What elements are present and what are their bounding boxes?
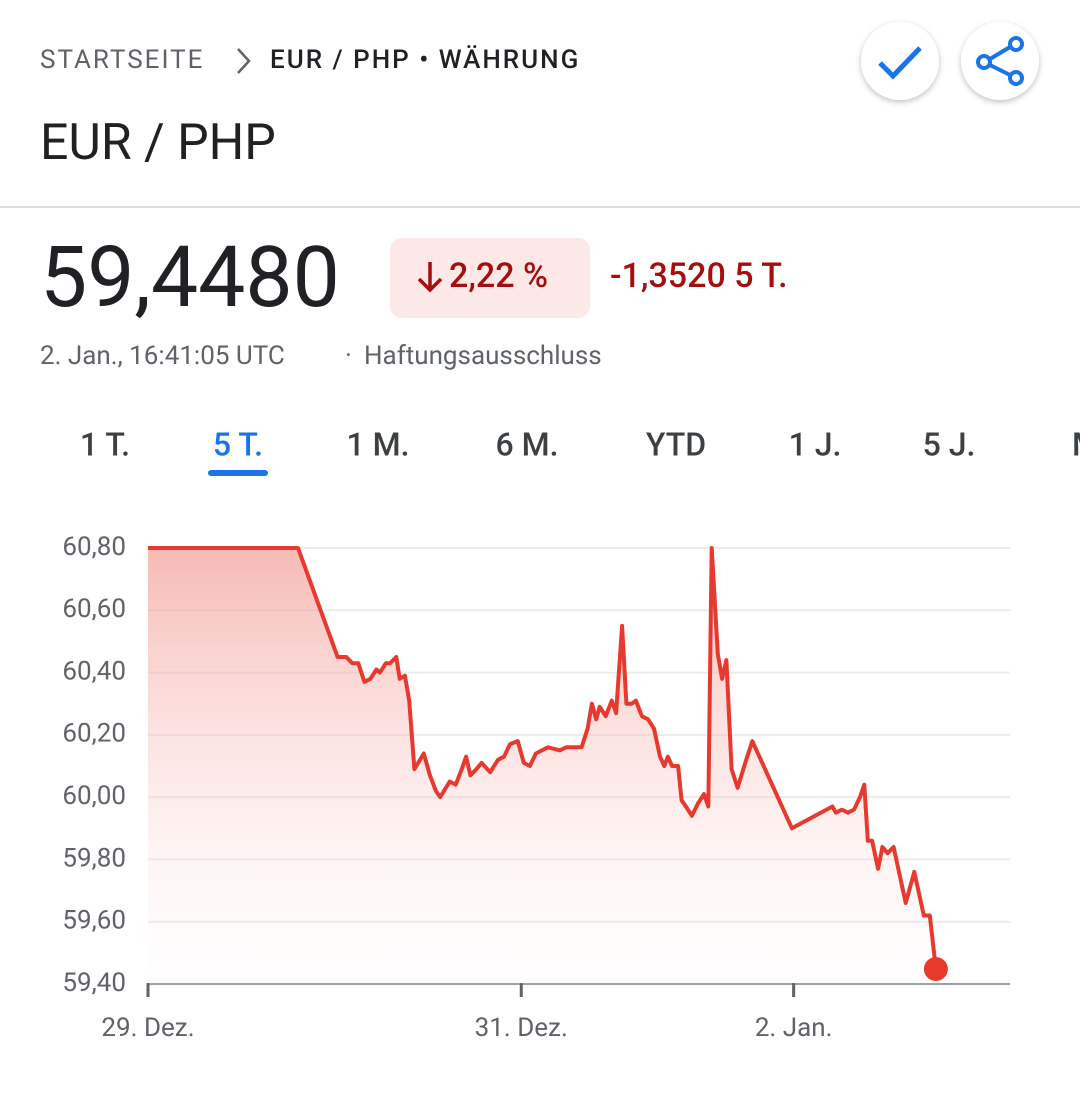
- price: 59,4480: [40, 228, 340, 327]
- range-tab[interactable]: 1 T.: [80, 425, 130, 463]
- tab-underline: [208, 470, 268, 476]
- separator-dot: ·: [345, 341, 352, 371]
- y-tick-label: 60,20: [62, 719, 126, 749]
- area-fill: [148, 548, 936, 984]
- range-tab[interactable]: YTD: [646, 425, 706, 463]
- x-tick-label: 29. Dez.: [101, 1013, 194, 1043]
- breadcrumb-chevron: [237, 48, 251, 74]
- share-button[interactable]: [961, 22, 1039, 100]
- y-tick-label: 60,80: [62, 532, 126, 562]
- y-tick-label: 59,40: [62, 968, 126, 998]
- y-tick-label: 59,60: [62, 906, 126, 936]
- breadcrumb-current: EUR / PHP • WÄHRUNG: [270, 45, 580, 75]
- range-tab[interactable]: 1 M.: [346, 425, 409, 463]
- share-icon: [976, 36, 1024, 86]
- timestamp: 2. Jan., 16:41:05 UTC: [40, 341, 285, 371]
- change-badge: [390, 238, 590, 318]
- down-arrow: [417, 262, 443, 293]
- range-tab[interactable]: M: [1072, 425, 1080, 463]
- range-tab[interactable]: 6 M.: [495, 425, 558, 463]
- range-tab[interactable]: 1 J.: [789, 425, 842, 463]
- follow-button[interactable]: [861, 22, 939, 100]
- y-tick-label: 60,40: [62, 656, 126, 686]
- range-tab[interactable]: 5 J.: [923, 425, 976, 463]
- y-tick-label: 59,80: [62, 843, 126, 873]
- breadcrumb-home[interactable]: STARTSEITE: [40, 45, 204, 75]
- range-tab[interactable]: 5 T.: [213, 425, 263, 463]
- page-title: EUR / PHP: [40, 114, 276, 172]
- disclaimer-link[interactable]: Haftungsausschluss: [364, 341, 602, 371]
- price-line: [148, 546, 938, 970]
- check-icon: [878, 46, 922, 80]
- x-tick-label: 2. Jan.: [755, 1013, 833, 1043]
- y-tick-label: 60,60: [62, 594, 126, 624]
- change-percent: 2,22 %: [449, 256, 548, 296]
- x-tick-label: 31. Dez.: [475, 1013, 568, 1043]
- current-point: [923, 957, 948, 982]
- y-tick-label: 60,00: [62, 781, 126, 811]
- change-absolute: -1,3520 5 T.: [610, 256, 788, 296]
